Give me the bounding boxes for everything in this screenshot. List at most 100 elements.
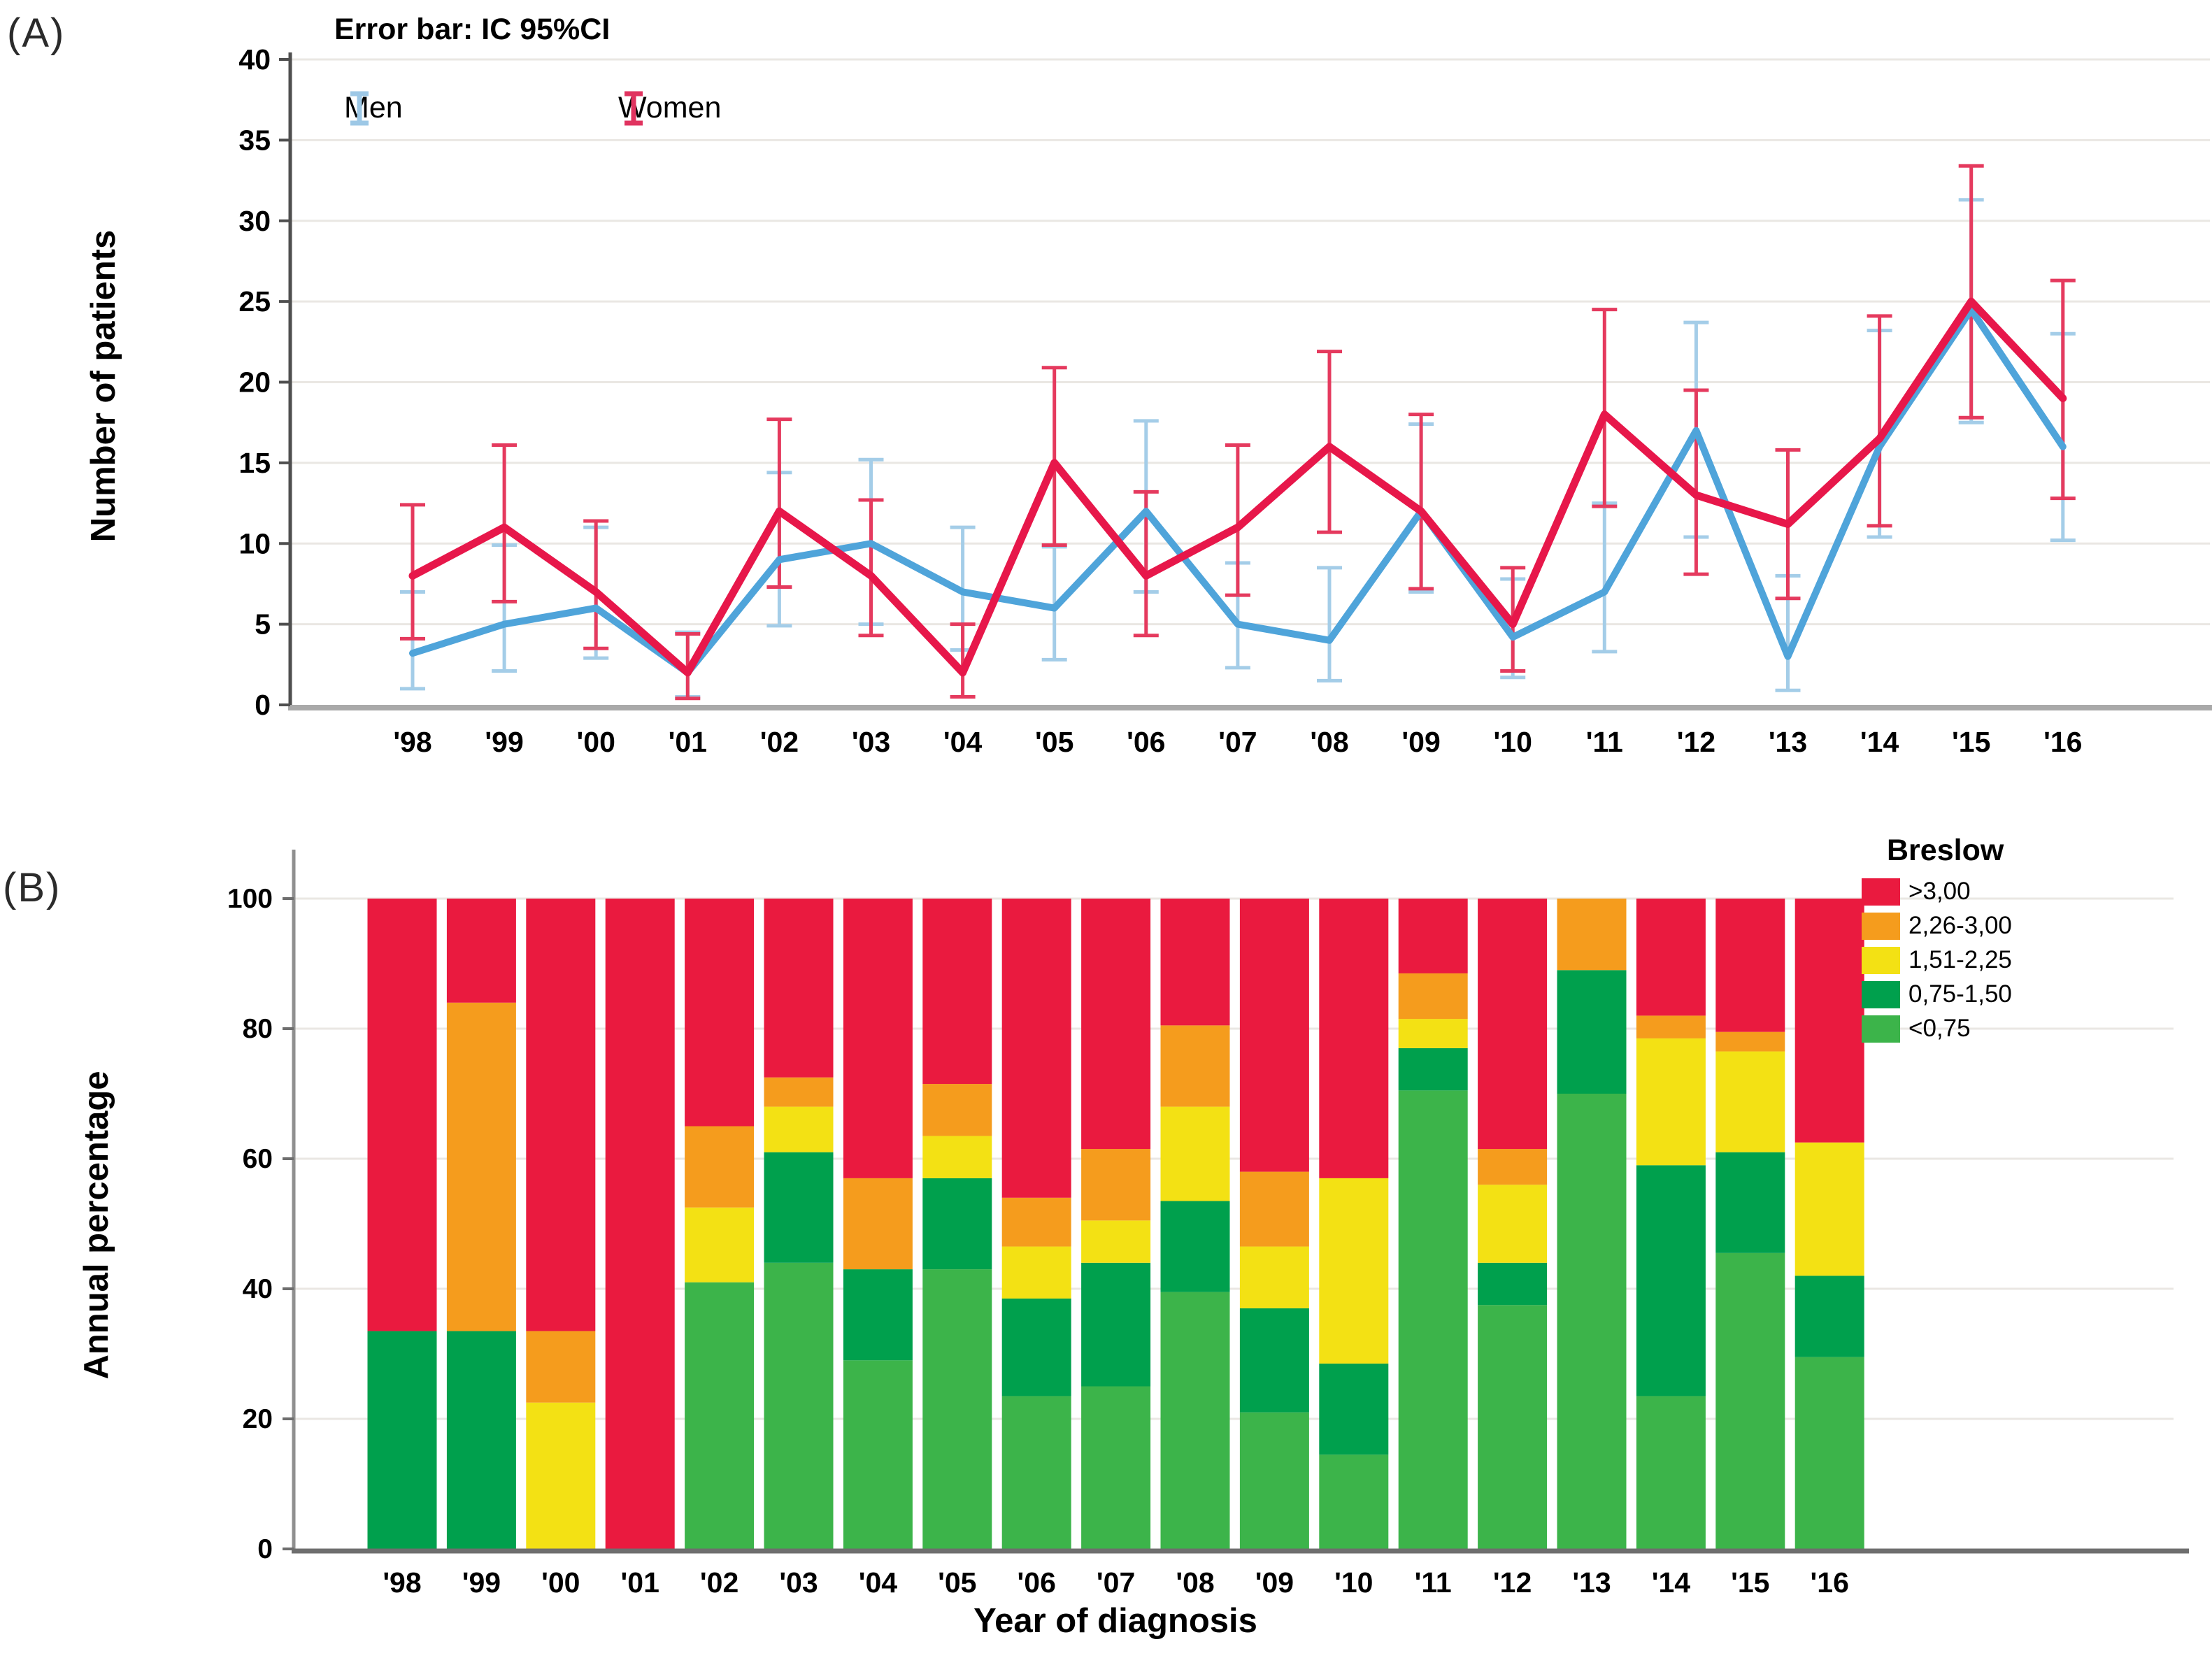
x-tick-label: '98 xyxy=(393,726,431,758)
panel-a-plot: 0 5 10 15 20 25 30 35 40 '98 '99 '00 '01 '02 '03 '04 '05… xyxy=(238,43,2212,758)
bar-segment-10-<0,75 xyxy=(1319,1455,1389,1549)
bar-segment-15-2,26-3,00 xyxy=(1715,1031,1785,1052)
bar-segment-12-0,75-1,50 xyxy=(1478,1262,1548,1306)
x-tick-label: '08 xyxy=(1176,1566,1214,1599)
bar-segment-07-2,26-3,00 xyxy=(1081,1149,1151,1221)
x-tick-label: '07 xyxy=(1097,1566,1135,1599)
legend-label-men: Men xyxy=(344,91,403,124)
bar-segment-03-0,75-1,50 xyxy=(764,1152,834,1263)
bar-segment-04-<0,75 xyxy=(843,1360,913,1549)
panel-a-letter: (A) xyxy=(7,10,66,56)
y-tick-label: 100 xyxy=(227,884,273,914)
bar-segment-04-2,26-3,00 xyxy=(843,1178,913,1270)
panel-b-ylabel: Annual percentage xyxy=(78,1071,115,1380)
x-tick-label: '11 xyxy=(1415,1566,1452,1599)
x-tick-label: '04 xyxy=(859,1566,898,1599)
bar-segment-16->3,00 xyxy=(1794,899,1864,1143)
bar-segment-10-0,75-1,50 xyxy=(1319,1363,1389,1455)
x-tick-label: '99 xyxy=(462,1566,501,1599)
breslow-legend-item: 2,26-3,00 xyxy=(1862,912,2197,940)
y-tick-label: 10 xyxy=(238,527,271,559)
y-tick-label: 0 xyxy=(255,689,271,721)
bar-segment-09-0,75-1,50 xyxy=(1239,1308,1309,1413)
bar-segment-10->3,00 xyxy=(1319,899,1389,1178)
legend-swatch-label: 2,26-3,00 xyxy=(1908,912,2012,939)
breslow-legend: Breslow >3,00 2,26-3,00 1,51-2,25 0,75-1,50… xyxy=(1862,834,2197,1049)
bar-segment-15-0,75-1,50 xyxy=(1715,1152,1785,1253)
bar-segment-16-<0,75 xyxy=(1794,1357,1864,1549)
error-bar-note: Error bar: IC 95%CI xyxy=(334,13,611,46)
bar-segment-07->3,00 xyxy=(1081,899,1151,1150)
bar-segment-04-0,75-1,50 xyxy=(843,1269,913,1361)
bar-segment-08-1,51-2,25 xyxy=(1160,1106,1230,1201)
x-tick-label: '98 xyxy=(383,1566,421,1599)
bar-segment-08-<0,75 xyxy=(1160,1292,1230,1549)
bar-segment-08-2,26-3,00 xyxy=(1160,1025,1230,1107)
x-tick-label: '01 xyxy=(621,1566,659,1599)
x-tick-label: '05 xyxy=(938,1566,976,1599)
legend-swatch-label: 1,51-2,25 xyxy=(1908,946,2012,973)
x-tick-label: '11 xyxy=(1586,726,1623,758)
legend-item-women: Women xyxy=(618,91,721,125)
bar-segment-02-<0,75 xyxy=(685,1282,755,1549)
bar-segment-15->3,00 xyxy=(1715,899,1785,1032)
legend-swatch-icon xyxy=(1862,980,1900,1008)
bar-segment-12-1,51-2,25 xyxy=(1478,1185,1548,1263)
panel-a-ylabel: Number of patients xyxy=(85,229,122,543)
x-tick-label: '02 xyxy=(760,726,799,758)
bar-segment-03-<0,75 xyxy=(764,1262,834,1549)
bar-segment-05->3,00 xyxy=(922,899,992,1085)
bar-segment-06-1,51-2,25 xyxy=(1001,1246,1071,1299)
bar-segment-99-0,75-1,50 xyxy=(446,1331,516,1549)
legend-swatch-label: 0,75-1,50 xyxy=(1908,980,2012,1008)
y-tick-label: 20 xyxy=(243,1404,273,1434)
bar-segment-09->3,00 xyxy=(1239,899,1309,1172)
bar-segment-09-2,26-3,00 xyxy=(1239,1171,1309,1247)
bar-segment-11-<0,75 xyxy=(1398,1090,1468,1549)
bar-segment-09-1,51-2,25 xyxy=(1239,1246,1309,1308)
bar-segment-11->3,00 xyxy=(1398,899,1468,973)
bar-segment-11-2,26-3,00 xyxy=(1398,973,1468,1020)
bar-segment-13-0,75-1,50 xyxy=(1557,970,1627,1094)
bar-segment-98-0,75-1,50 xyxy=(367,1331,437,1549)
x-tick-label: '13 xyxy=(1769,726,1807,758)
y-tick-label: 60 xyxy=(243,1144,273,1174)
bar-segment-10-1,51-2,25 xyxy=(1319,1178,1389,1364)
bar-segment-00-1,51-2,25 xyxy=(526,1402,596,1549)
bar-segment-14-2,26-3,00 xyxy=(1636,1015,1706,1038)
x-tick-label: '99 xyxy=(485,726,523,758)
bar-segment-05-<0,75 xyxy=(922,1269,992,1549)
bar-segment-14-0,75-1,50 xyxy=(1636,1165,1706,1396)
bar-segment-12-2,26-3,00 xyxy=(1478,1149,1548,1185)
y-tick-label: 0 xyxy=(257,1534,273,1564)
y-tick-label: 20 xyxy=(238,366,271,399)
bar-segment-06-2,26-3,00 xyxy=(1001,1197,1071,1247)
legend-swatch-label: <0,75 xyxy=(1908,1015,1971,1042)
x-tick-label: '00 xyxy=(577,726,615,758)
bar-segment-00-2,26-3,00 xyxy=(526,1331,596,1403)
bar-segment-03-2,26-3,00 xyxy=(764,1077,834,1107)
x-tick-label: '00 xyxy=(541,1566,580,1599)
x-tick-label: '03 xyxy=(779,1566,818,1599)
x-tick-label: '10 xyxy=(1494,726,1532,758)
panel-b-letter: (B) xyxy=(3,865,62,910)
bar-segment-98->3,00 xyxy=(367,899,437,1331)
bar-segment-08->3,00 xyxy=(1160,899,1230,1026)
bar-segment-16-1,51-2,25 xyxy=(1794,1142,1864,1276)
bar-segment-06->3,00 xyxy=(1001,899,1071,1198)
bar-segment-14-<0,75 xyxy=(1636,1396,1706,1549)
women-line xyxy=(408,297,2067,677)
bar-segment-99-2,26-3,00 xyxy=(446,1002,516,1331)
bar-segment-00->3,00 xyxy=(526,899,596,1331)
bar-segment-13-<0,75 xyxy=(1557,1094,1627,1549)
x-tick-label: '07 xyxy=(1218,726,1257,758)
bar-segment-08-0,75-1,50 xyxy=(1160,1201,1230,1292)
x-tick-label: '06 xyxy=(1018,1566,1056,1599)
bar-segment-12->3,00 xyxy=(1478,899,1548,1150)
y-tick-label: 30 xyxy=(238,205,271,237)
x-tick-label: '06 xyxy=(1127,726,1165,758)
x-tick-label: '01 xyxy=(669,726,707,758)
legend-swatch-icon xyxy=(1862,878,1900,906)
y-tick-label: 35 xyxy=(238,124,271,156)
